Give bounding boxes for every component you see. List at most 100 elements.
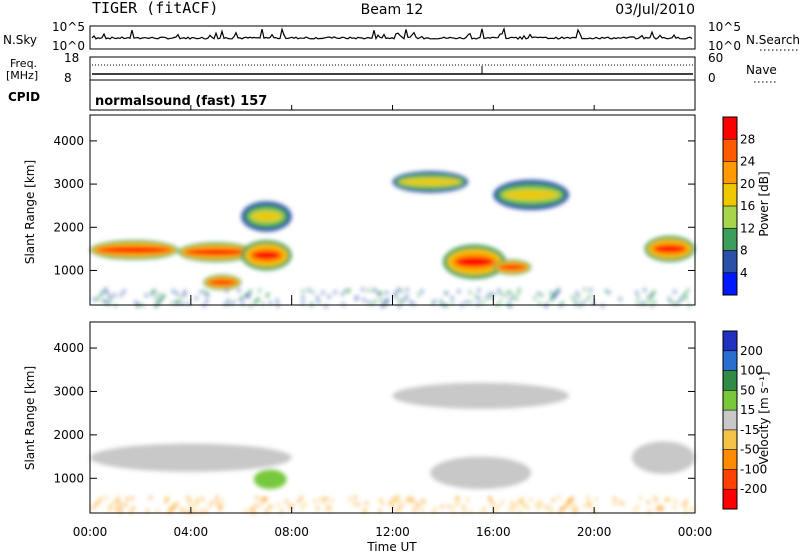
power-pixel — [341, 292, 344, 296]
power-pixel — [177, 300, 180, 304]
x-tick-label: 12:00 — [375, 525, 410, 539]
velocity-pixel — [466, 498, 469, 502]
power-pixel — [161, 296, 164, 300]
power-pixel — [619, 297, 622, 301]
power-pixel — [537, 292, 540, 296]
power-pixel — [676, 301, 679, 305]
power-pixel — [372, 288, 375, 292]
velocity-pixel — [381, 501, 384, 505]
power-colorbar-swatch — [723, 272, 737, 296]
velocity-pixel — [661, 507, 664, 511]
velocity-pixel — [452, 510, 455, 514]
power-pixel — [302, 301, 305, 305]
velocity-pixel — [511, 507, 514, 511]
power-pixel — [342, 302, 345, 306]
velocity-colorbar-tick-label: 100 — [740, 364, 763, 378]
power-pixel — [651, 304, 654, 308]
power-pixel — [157, 292, 160, 296]
power-pixel — [481, 301, 484, 305]
power-pixel — [374, 299, 377, 303]
velocity-colorbar-swatch — [723, 331, 737, 352]
velocity-pixel — [259, 504, 262, 508]
velocity-pixel — [270, 504, 273, 508]
velocity-pixel — [421, 509, 424, 513]
velocity-pixel — [664, 498, 667, 502]
power-pixel — [451, 296, 454, 300]
power-region — [653, 245, 686, 253]
power-pixel — [553, 293, 556, 297]
power-pixel — [385, 291, 388, 295]
power-pixel — [509, 297, 512, 301]
power-pixel — [653, 290, 656, 294]
velocity-pixel — [221, 499, 224, 503]
velocity-pixel — [105, 496, 108, 500]
velocity-pixel — [197, 497, 200, 501]
power-pixel — [439, 299, 442, 303]
power-pixel — [641, 301, 644, 305]
velocity-pixel — [497, 505, 500, 509]
y-tick-label: 4000 — [53, 134, 84, 148]
power-pixel — [307, 288, 310, 292]
power-pixel — [557, 289, 560, 293]
power-pixel — [405, 288, 408, 292]
velocity-pixel — [131, 496, 134, 500]
power-pixel — [507, 290, 510, 294]
power-pixel — [431, 301, 434, 305]
velocity-pixel — [396, 508, 399, 512]
velocity-pixel — [208, 504, 211, 508]
power-pixel — [685, 296, 688, 300]
velocity-pixel — [389, 502, 392, 506]
velocity-pixel — [636, 505, 639, 509]
power-pixel — [512, 295, 515, 299]
velocity-pixel — [540, 503, 543, 507]
power-pixel — [607, 291, 610, 295]
velocity-pixel — [174, 503, 177, 507]
power-pixel — [465, 300, 468, 304]
velocity-pixel — [132, 506, 135, 510]
power-pixel — [379, 298, 382, 302]
power-pixel — [506, 302, 509, 306]
velocity-pixel — [523, 504, 526, 508]
power-pixel — [395, 291, 398, 295]
power-pixel — [400, 301, 403, 305]
velocity-pixel — [398, 507, 401, 511]
velocity-pixel — [117, 505, 120, 509]
velocity-pixel — [319, 498, 322, 502]
power-region — [208, 280, 236, 285]
power-region — [504, 190, 559, 200]
power-pixel — [418, 293, 421, 297]
power-pixel — [324, 304, 327, 308]
power-pixel — [478, 288, 481, 292]
power-pixel — [575, 302, 578, 306]
velocity-ylabel: Slant Range [km] — [23, 366, 37, 470]
velocity-pixel — [217, 503, 220, 507]
velocity-pixel — [501, 501, 504, 505]
power-pixel — [328, 295, 331, 299]
power-pixel — [203, 304, 206, 308]
power-colorbar-tick-label: 24 — [740, 155, 755, 169]
velocity-pixel — [527, 506, 530, 510]
power-pixel — [601, 304, 604, 308]
velocity-pixel — [418, 503, 421, 507]
power-pixel — [181, 301, 184, 305]
power-pixel — [225, 289, 228, 293]
velocity-pixel — [353, 502, 356, 506]
velocity-pixel — [508, 507, 511, 511]
velocity-pixel — [455, 497, 458, 501]
power-pixel — [561, 301, 564, 305]
power-pixel — [249, 304, 252, 308]
x-tick-label: 00:00 — [73, 525, 108, 539]
velocity-pixel — [397, 500, 400, 504]
velocity-pixel — [684, 510, 687, 514]
velocity-pixel — [325, 507, 328, 511]
velocity-colorbar-label: Velocity [m s⁻¹] — [757, 371, 771, 464]
power-pixel — [93, 297, 96, 301]
velocity-pixel — [348, 497, 351, 501]
velocity-pixel — [537, 506, 540, 510]
power-pixel — [172, 289, 175, 293]
velocity-pixel — [265, 510, 268, 514]
power-pixel — [550, 291, 553, 295]
velocity-pixel — [215, 500, 218, 504]
velocity-pixel — [168, 509, 171, 513]
velocity-colorbar-swatch — [723, 390, 737, 411]
